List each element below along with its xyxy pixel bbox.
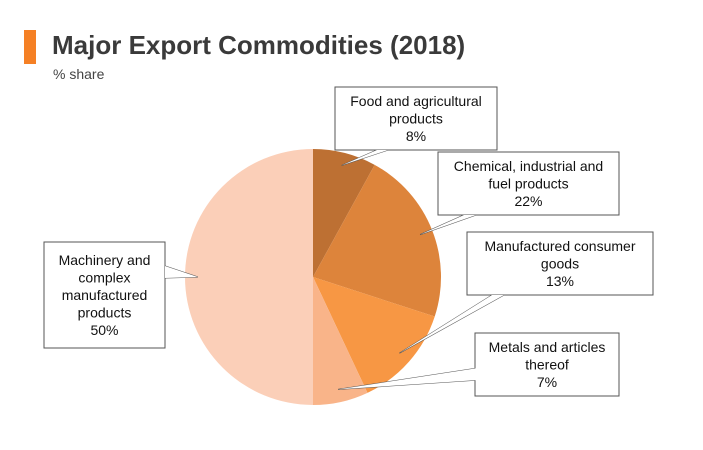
slice-value-label: 8% xyxy=(406,128,426,144)
slice-name-label: thereof xyxy=(525,357,569,373)
slice-name-label: Manufactured consumer xyxy=(485,238,636,254)
slice-name-label: products xyxy=(389,111,443,127)
callout-box xyxy=(466,231,654,296)
callout-pointer-fill xyxy=(165,266,198,278)
pie-slice xyxy=(313,277,435,393)
pie-slice xyxy=(313,277,368,405)
callout-pointer-fill xyxy=(420,215,476,235)
slice-name-label: products xyxy=(78,305,132,321)
slice-name-label: Metals and articles xyxy=(489,339,606,355)
slice-value-label: 13% xyxy=(546,273,574,289)
slice-name-label: Chemical, industrial and xyxy=(454,158,603,174)
callout-pointer-fill xyxy=(341,150,388,166)
slice-name-label: complex xyxy=(78,270,130,286)
callout-box xyxy=(474,332,620,397)
slice-value-label: 7% xyxy=(537,374,557,390)
slice-name-label: Food and agricultural xyxy=(350,93,482,109)
pie-slice xyxy=(313,149,375,277)
callout-pointer-fill xyxy=(338,368,478,390)
pie-slice xyxy=(313,164,441,317)
pie-slice xyxy=(185,149,313,405)
pie-slices xyxy=(185,149,441,405)
callout-box xyxy=(437,151,620,216)
chart-subtitle: % share xyxy=(53,66,105,82)
chart-title: Major Export Commodities (2018) xyxy=(52,30,466,60)
slice-callouts: Food and agriculturalproducts8%Chemical,… xyxy=(43,86,654,397)
slice-name-label: Machinery and xyxy=(59,252,151,268)
callout-pointer-fill xyxy=(399,295,504,354)
title-accent-bar xyxy=(24,30,36,64)
slice-name-label: fuel products xyxy=(488,176,568,192)
slice-value-label: 22% xyxy=(514,193,542,209)
callout-box xyxy=(334,86,498,151)
slice-value-label: 50% xyxy=(90,322,118,338)
slice-name-label: goods xyxy=(541,256,579,272)
callout-box xyxy=(43,241,166,349)
slice-name-label: manufactured xyxy=(62,287,148,303)
